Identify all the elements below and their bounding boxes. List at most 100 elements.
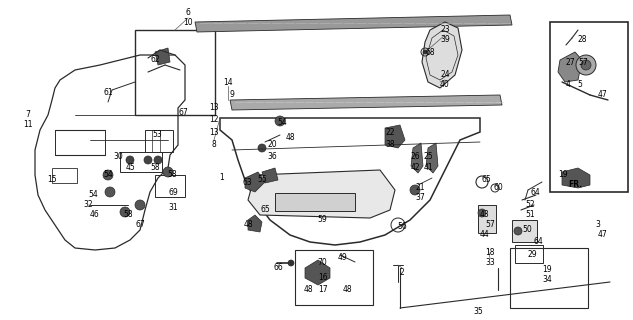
Polygon shape — [195, 15, 512, 32]
Text: 44: 44 — [480, 230, 490, 239]
Text: 10: 10 — [183, 18, 193, 27]
Text: 64: 64 — [533, 237, 543, 246]
Polygon shape — [248, 215, 262, 232]
Text: 4: 4 — [565, 80, 570, 89]
Circle shape — [478, 209, 486, 217]
Bar — [120, 152, 162, 172]
Polygon shape — [245, 172, 265, 192]
Polygon shape — [558, 52, 582, 82]
Text: 67: 67 — [178, 108, 188, 117]
Circle shape — [135, 200, 145, 210]
Bar — [512, 220, 537, 242]
Polygon shape — [248, 170, 395, 218]
Bar — [135, 30, 215, 115]
Text: 19: 19 — [542, 265, 552, 274]
Text: 48: 48 — [243, 220, 253, 229]
Text: 65: 65 — [481, 175, 491, 184]
Circle shape — [258, 144, 266, 152]
Text: 39: 39 — [440, 35, 450, 44]
Circle shape — [144, 156, 152, 164]
Circle shape — [576, 55, 596, 75]
Text: 17: 17 — [318, 285, 328, 294]
Bar — [155, 175, 185, 197]
Text: 64: 64 — [530, 188, 540, 197]
Circle shape — [105, 187, 115, 197]
Text: 58: 58 — [150, 163, 160, 172]
Text: 69: 69 — [168, 188, 178, 197]
Text: 70: 70 — [317, 258, 327, 267]
Text: 66: 66 — [273, 263, 283, 272]
Circle shape — [410, 185, 420, 195]
Circle shape — [163, 167, 173, 177]
Text: 33: 33 — [485, 258, 495, 267]
Text: 54: 54 — [277, 118, 287, 127]
Circle shape — [275, 116, 285, 126]
Text: 59: 59 — [317, 215, 327, 224]
Text: 55: 55 — [257, 175, 267, 184]
Circle shape — [581, 60, 591, 70]
Text: 58: 58 — [167, 170, 177, 179]
Text: FR.: FR. — [568, 180, 582, 189]
Text: 35: 35 — [473, 307, 483, 316]
Text: 63: 63 — [242, 178, 252, 187]
Text: 25: 25 — [423, 152, 433, 161]
Text: 40: 40 — [440, 80, 450, 89]
Text: 47: 47 — [598, 230, 608, 239]
Text: 3: 3 — [596, 220, 601, 229]
Text: 8: 8 — [211, 140, 216, 149]
Text: 60: 60 — [493, 183, 503, 192]
Circle shape — [154, 156, 162, 164]
Polygon shape — [422, 22, 462, 88]
Circle shape — [423, 50, 427, 54]
Text: 53: 53 — [152, 130, 162, 139]
Text: 48: 48 — [342, 285, 352, 294]
Text: 57: 57 — [578, 58, 588, 67]
Circle shape — [126, 156, 134, 164]
Text: 54: 54 — [88, 190, 98, 199]
Text: 5: 5 — [577, 80, 582, 89]
Circle shape — [103, 170, 113, 180]
Text: 12: 12 — [210, 115, 219, 124]
Text: 36: 36 — [267, 152, 277, 161]
Text: 51: 51 — [525, 210, 535, 219]
Text: 48: 48 — [285, 133, 295, 142]
Text: 65: 65 — [260, 205, 270, 214]
Text: 19: 19 — [558, 170, 568, 179]
Bar — [295, 250, 373, 305]
Text: 7: 7 — [25, 110, 30, 119]
Text: 9: 9 — [230, 90, 234, 99]
Text: 27: 27 — [565, 58, 575, 67]
Text: 15: 15 — [47, 175, 57, 184]
Text: 48: 48 — [303, 285, 313, 294]
Text: 42: 42 — [410, 163, 420, 172]
Text: 58: 58 — [123, 210, 133, 219]
Polygon shape — [385, 125, 405, 148]
Text: 61: 61 — [103, 88, 113, 97]
Bar — [275, 193, 355, 211]
Bar — [478, 205, 496, 233]
Text: 52: 52 — [525, 200, 535, 209]
Text: 50: 50 — [522, 225, 532, 234]
Polygon shape — [305, 260, 330, 285]
Polygon shape — [562, 168, 590, 188]
Text: 37: 37 — [415, 193, 425, 202]
Text: 14: 14 — [223, 78, 233, 87]
Text: 31: 31 — [168, 203, 178, 212]
Text: 43: 43 — [480, 210, 490, 219]
Text: 54: 54 — [103, 170, 113, 179]
Text: 26: 26 — [410, 152, 420, 161]
Bar — [510, 248, 588, 308]
Text: 16: 16 — [318, 273, 328, 282]
Text: 57: 57 — [485, 220, 495, 229]
Text: 20: 20 — [267, 140, 277, 149]
Text: 62: 62 — [150, 55, 160, 64]
Text: 49: 49 — [337, 253, 347, 262]
Text: 41: 41 — [423, 163, 433, 172]
Bar — [515, 245, 543, 263]
Text: 34: 34 — [542, 275, 552, 284]
Text: 45: 45 — [125, 163, 135, 172]
Circle shape — [120, 207, 130, 217]
Circle shape — [514, 227, 522, 235]
Polygon shape — [230, 95, 502, 110]
Text: 29: 29 — [527, 250, 537, 259]
